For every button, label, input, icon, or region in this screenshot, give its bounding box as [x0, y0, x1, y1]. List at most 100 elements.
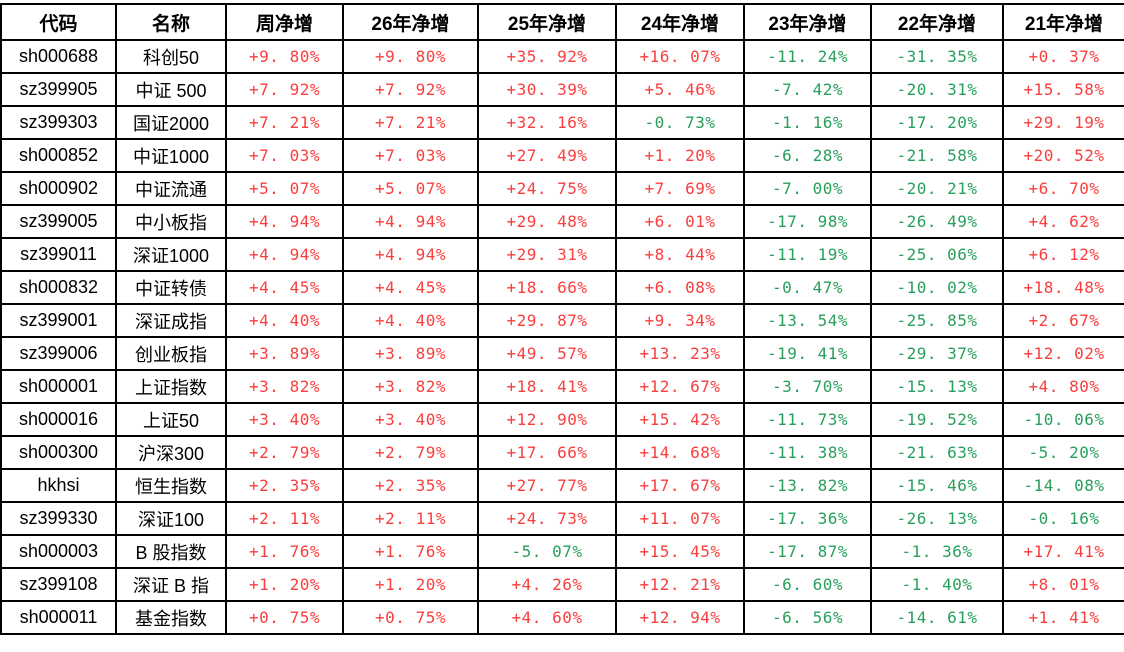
value-cell: +15. 42%: [615, 402, 745, 437]
value-cell: +1. 76%: [225, 534, 344, 569]
value-cell: +12. 02%: [1002, 336, 1124, 371]
value-cell: -17. 20%: [870, 105, 1004, 140]
value-cell: +4. 40%: [225, 303, 344, 338]
value-cell: +7. 69%: [615, 171, 745, 206]
code-cell: sh000001: [0, 369, 117, 404]
column-header: 名称: [115, 3, 227, 41]
value-cell: -26. 13%: [870, 501, 1004, 536]
value-cell: +8. 44%: [615, 237, 745, 272]
value-cell: +17. 66%: [477, 435, 617, 470]
value-cell: +3. 82%: [225, 369, 344, 404]
value-cell: +20. 52%: [1002, 138, 1124, 173]
value-cell: +29. 31%: [477, 237, 617, 272]
value-cell: +4. 26%: [477, 567, 617, 602]
code-cell: sh000016: [0, 402, 117, 437]
code-cell: sh000011: [0, 600, 117, 635]
table-row: sz399303 国证2000 +7. 21% +7. 21% +32. 16% -0. …: [0, 105, 1124, 140]
column-header: 21年净增: [1002, 3, 1124, 41]
value-cell: +16. 07%: [615, 39, 745, 74]
name-cell: 国证2000: [115, 105, 227, 140]
value-cell: +17. 41%: [1002, 534, 1124, 569]
value-cell: +17. 67%: [615, 468, 745, 503]
value-cell: -19. 52%: [870, 402, 1004, 437]
code-cell: sh000300: [0, 435, 117, 470]
value-cell: -6. 28%: [743, 138, 872, 173]
value-cell: +1. 20%: [615, 138, 745, 173]
value-cell: +27. 49%: [477, 138, 617, 173]
value-cell: +12. 94%: [615, 600, 745, 635]
value-cell: -0. 16%: [1002, 501, 1124, 536]
value-cell: -17. 36%: [743, 501, 872, 536]
code-cell: sz399006: [0, 336, 117, 371]
table-row: sz399108 深证 B 指 +1. 20% +1. 20% +4. 26% +12. …: [0, 567, 1124, 602]
value-cell: +6. 12%: [1002, 237, 1124, 272]
value-cell: -1. 40%: [870, 567, 1004, 602]
value-cell: +15. 58%: [1002, 72, 1124, 107]
code-cell: sh000852: [0, 138, 117, 173]
value-cell: -25. 85%: [870, 303, 1004, 338]
value-cell: -11. 38%: [743, 435, 872, 470]
value-cell: +35. 92%: [477, 39, 617, 74]
value-cell: +24. 73%: [477, 501, 617, 536]
value-cell: -1. 36%: [870, 534, 1004, 569]
value-cell: +2. 11%: [342, 501, 479, 536]
value-cell: +4. 94%: [225, 204, 344, 239]
code-cell: hkhsi: [0, 468, 117, 503]
table-row: sz399005 中小板指 +4. 94% +4. 94% +29. 48% +6. 01…: [0, 204, 1124, 239]
value-cell: +5. 07%: [342, 171, 479, 206]
table-row: sh000852 中证1000 +7. 03% +7. 03% +27. 49% +1. …: [0, 138, 1124, 173]
value-cell: -17. 87%: [743, 534, 872, 569]
code-cell: sh000832: [0, 270, 117, 305]
table-row: sh000003 B 股指数 +1. 76% +1. 76% -5. 07% +15. 4…: [0, 534, 1124, 569]
value-cell: +0. 75%: [342, 600, 479, 635]
column-header: 周净增: [225, 3, 344, 41]
name-cell: 中证 500: [115, 72, 227, 107]
value-cell: +18. 66%: [477, 270, 617, 305]
value-cell: +4. 60%: [477, 600, 617, 635]
value-cell: +29. 19%: [1002, 105, 1124, 140]
value-cell: +18. 41%: [477, 369, 617, 404]
value-cell: +4. 80%: [1002, 369, 1124, 404]
value-cell: -15. 46%: [870, 468, 1004, 503]
name-cell: 中证转债: [115, 270, 227, 305]
column-header: 26年净增: [342, 3, 479, 41]
code-cell: sz399005: [0, 204, 117, 239]
value-cell: -21. 63%: [870, 435, 1004, 470]
value-cell: +7. 92%: [342, 72, 479, 107]
name-cell: 创业板指: [115, 336, 227, 371]
column-header: 23年净增: [743, 3, 872, 41]
table-row: sh000902 中证流通 +5. 07% +5. 07% +24. 75% +7. 69…: [0, 171, 1124, 206]
value-cell: -7. 42%: [743, 72, 872, 107]
value-cell: -21. 58%: [870, 138, 1004, 173]
value-cell: +7. 21%: [342, 105, 479, 140]
value-cell: +5. 46%: [615, 72, 745, 107]
value-cell: +8. 01%: [1002, 567, 1124, 602]
code-cell: sz399108: [0, 567, 117, 602]
value-cell: -15. 13%: [870, 369, 1004, 404]
value-cell: +7. 92%: [225, 72, 344, 107]
value-cell: +2. 35%: [225, 468, 344, 503]
table-row: sz399905 中证 500 +7. 92% +7. 92% +30. 39% +5. …: [0, 72, 1124, 107]
table-row: sh000688 科创50 +9. 80% +9. 80% +35. 92% +16. 0…: [0, 39, 1124, 74]
value-cell: +3. 89%: [342, 336, 479, 371]
value-cell: +27. 77%: [477, 468, 617, 503]
value-cell: +3. 82%: [342, 369, 479, 404]
value-cell: +4. 94%: [342, 237, 479, 272]
value-cell: +6. 01%: [615, 204, 745, 239]
value-cell: +11. 07%: [615, 501, 745, 536]
code-cell: sz399303: [0, 105, 117, 140]
name-cell: 深证成指: [115, 303, 227, 338]
value-cell: -10. 06%: [1002, 402, 1124, 437]
value-cell: -6. 60%: [743, 567, 872, 602]
code-cell: sz399330: [0, 501, 117, 536]
table-row: sh000300 沪深300 +2. 79% +2. 79% +17. 66% +14. …: [0, 435, 1124, 470]
value-cell: -5. 07%: [477, 534, 617, 569]
code-cell: sz399001: [0, 303, 117, 338]
value-cell: -13. 82%: [743, 468, 872, 503]
value-cell: -0. 73%: [615, 105, 745, 140]
value-cell: +1. 41%: [1002, 600, 1124, 635]
value-cell: +4. 62%: [1002, 204, 1124, 239]
code-cell: sz399905: [0, 72, 117, 107]
value-cell: +12. 90%: [477, 402, 617, 437]
value-cell: -29. 37%: [870, 336, 1004, 371]
